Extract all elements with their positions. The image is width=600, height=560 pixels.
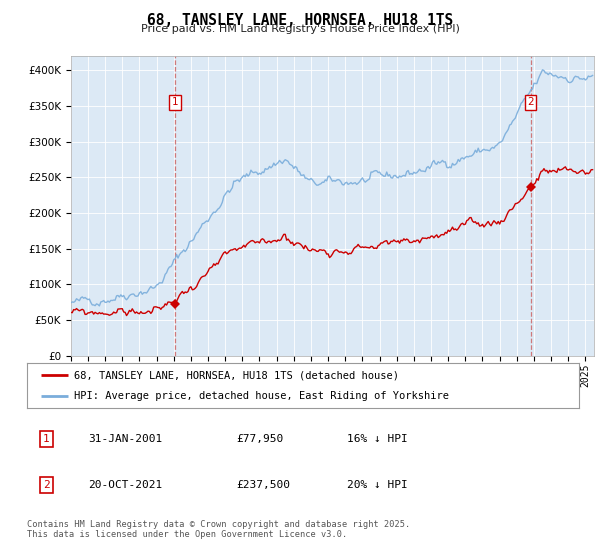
Text: 68, TANSLEY LANE, HORNSEA, HU18 1TS: 68, TANSLEY LANE, HORNSEA, HU18 1TS xyxy=(147,13,453,28)
Text: 2: 2 xyxy=(43,480,50,490)
Text: Contains HM Land Registry data © Crown copyright and database right 2025.
This d: Contains HM Land Registry data © Crown c… xyxy=(27,520,410,539)
Text: 31-JAN-2001: 31-JAN-2001 xyxy=(88,434,162,444)
Text: £77,950: £77,950 xyxy=(237,434,284,444)
Text: Price paid vs. HM Land Registry's House Price Index (HPI): Price paid vs. HM Land Registry's House … xyxy=(140,24,460,34)
Text: 16% ↓ HPI: 16% ↓ HPI xyxy=(347,434,408,444)
Text: HPI: Average price, detached house, East Riding of Yorkshire: HPI: Average price, detached house, East… xyxy=(74,391,449,402)
Text: £237,500: £237,500 xyxy=(237,480,291,490)
Text: 20% ↓ HPI: 20% ↓ HPI xyxy=(347,480,408,490)
Text: 68, TANSLEY LANE, HORNSEA, HU18 1TS (detached house): 68, TANSLEY LANE, HORNSEA, HU18 1TS (det… xyxy=(74,370,399,380)
Text: 1: 1 xyxy=(43,434,50,444)
Text: 1: 1 xyxy=(172,97,178,108)
Text: 2: 2 xyxy=(527,97,534,108)
Text: 20-OCT-2021: 20-OCT-2021 xyxy=(88,480,162,490)
